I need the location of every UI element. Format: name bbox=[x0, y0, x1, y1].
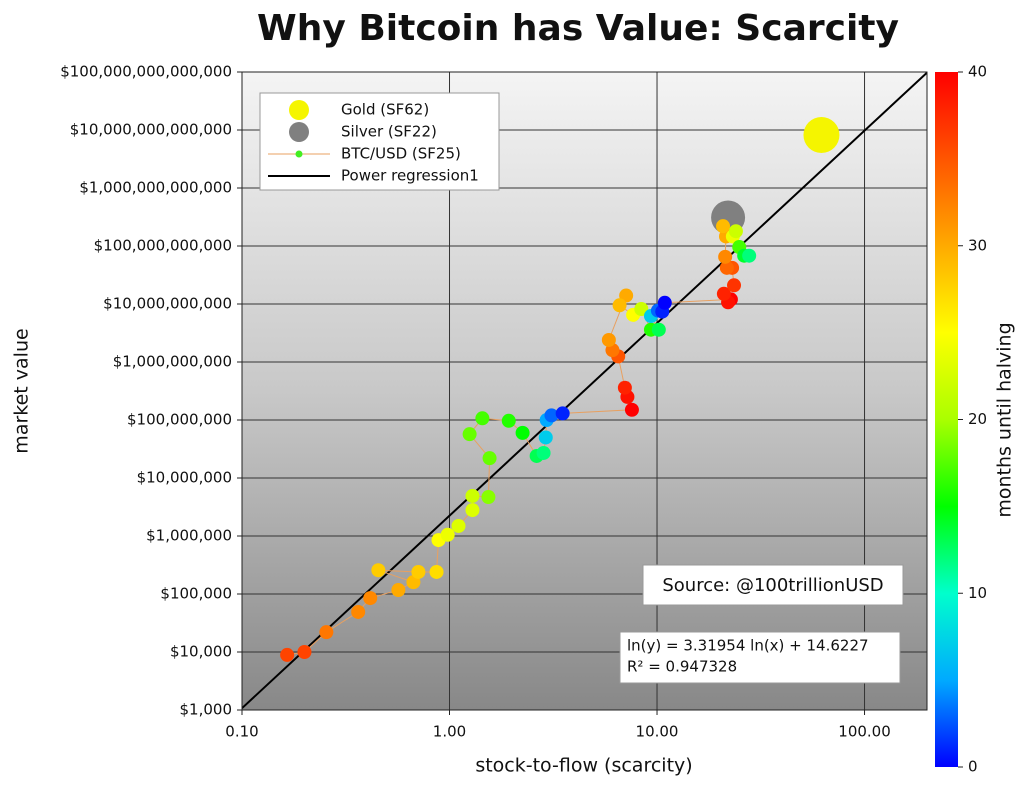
legend-label: Power regression1 bbox=[341, 167, 479, 185]
colorbar-label: months until halving bbox=[994, 322, 1016, 517]
btc-point bbox=[465, 488, 480, 503]
y-tick-label: $1,000,000,000,000 bbox=[79, 179, 232, 197]
y-tick-label: $100,000,000 bbox=[127, 411, 232, 429]
colorbar-tick-label: 40 bbox=[968, 63, 987, 81]
btc-point bbox=[351, 604, 366, 619]
legend-marker bbox=[289, 122, 309, 142]
btc-point bbox=[411, 564, 426, 579]
btc-point bbox=[501, 413, 516, 428]
regression-line bbox=[242, 72, 927, 709]
source-note: Source: @100trillionUSD bbox=[662, 575, 883, 596]
x-axis-label: stock-to-flow (scarcity) bbox=[475, 755, 692, 777]
commodity-point bbox=[803, 116, 840, 153]
btc-point bbox=[465, 503, 480, 518]
btc-point bbox=[544, 408, 559, 423]
colorbar-tick-label: 20 bbox=[968, 410, 987, 428]
btc-point bbox=[280, 647, 295, 662]
equation-box bbox=[619, 631, 901, 684]
btc-point bbox=[718, 249, 733, 264]
y-axis-label: market value bbox=[11, 328, 33, 453]
btc-point bbox=[363, 591, 378, 606]
y-tick-label: $100,000,000,000,000 bbox=[60, 63, 232, 81]
btc-point bbox=[617, 380, 632, 395]
chart-title: Why Bitcoin has Value: Scarcity bbox=[257, 8, 899, 49]
legend-label: Gold (SF62) bbox=[341, 101, 429, 119]
r-squared: R² = 0.947328 bbox=[627, 658, 737, 676]
legend-marker bbox=[295, 150, 303, 158]
grid bbox=[241, 71, 927, 711]
btc-point bbox=[651, 322, 666, 337]
btc-point bbox=[612, 298, 627, 313]
btc-point bbox=[601, 332, 616, 347]
y-tick-label: $1,000,000,000 bbox=[113, 353, 232, 371]
y-tick-label: $10,000 bbox=[170, 643, 232, 661]
y-tick-label: $1,000,000 bbox=[146, 527, 232, 545]
x-tick-label: 100.00 bbox=[838, 723, 891, 741]
colorbar-tick-label: 0 bbox=[968, 758, 978, 776]
legend-label: Silver (SF22) bbox=[341, 123, 437, 141]
y-tick-label: $1,000 bbox=[180, 701, 233, 719]
btc-point bbox=[515, 425, 530, 440]
legend-marker bbox=[289, 100, 309, 120]
source-box bbox=[642, 564, 904, 606]
btc-point bbox=[429, 564, 444, 579]
y-tick-label: $100,000,000,000 bbox=[94, 237, 232, 255]
legend-label: BTC/USD (SF25) bbox=[341, 145, 461, 163]
btc-point bbox=[297, 645, 312, 659]
btc-point bbox=[538, 430, 553, 445]
btc-point bbox=[319, 625, 334, 640]
y-tick-label: $10,000,000,000 bbox=[103, 295, 232, 313]
btc-point bbox=[716, 286, 731, 301]
y-tick-label: $10,000,000 bbox=[137, 469, 232, 487]
btc-point bbox=[475, 411, 490, 426]
btc-point bbox=[482, 451, 497, 466]
btc-point bbox=[371, 563, 386, 578]
btc-point bbox=[634, 301, 649, 316]
btc-point bbox=[728, 224, 743, 239]
x-tick-label: 10.00 bbox=[636, 723, 679, 741]
y-tick-label: $10,000,000,000,000 bbox=[70, 121, 232, 139]
btc-point bbox=[657, 295, 672, 310]
colorbar bbox=[935, 72, 958, 767]
btc-point bbox=[481, 490, 496, 505]
x-tick-label: 1.00 bbox=[433, 723, 466, 741]
x-tick-label: 0.10 bbox=[225, 723, 258, 741]
btc-point bbox=[536, 445, 551, 460]
btc-point bbox=[555, 406, 570, 421]
btc-point bbox=[716, 219, 731, 234]
btc-point bbox=[391, 583, 406, 598]
y-tick-label: $100,000 bbox=[160, 585, 232, 603]
btc-point bbox=[462, 427, 477, 442]
colorbar-tick-label: 30 bbox=[968, 236, 987, 254]
legend: Gold (SF62) Silver (SF22) BTC/USD (SF25) Po… bbox=[268, 100, 479, 185]
btc-point bbox=[440, 527, 455, 542]
btc-point bbox=[451, 518, 466, 533]
marks bbox=[242, 72, 927, 709]
btc-point bbox=[624, 402, 639, 417]
colorbar-tick-label: 10 bbox=[968, 584, 987, 602]
plot-frame bbox=[241, 71, 928, 711]
btc-point bbox=[742, 248, 757, 263]
equation: ln(y) = 3.31954 ln(x) + 14.6227 bbox=[627, 637, 869, 655]
btc-point bbox=[719, 260, 734, 275]
btc-point bbox=[727, 278, 742, 293]
